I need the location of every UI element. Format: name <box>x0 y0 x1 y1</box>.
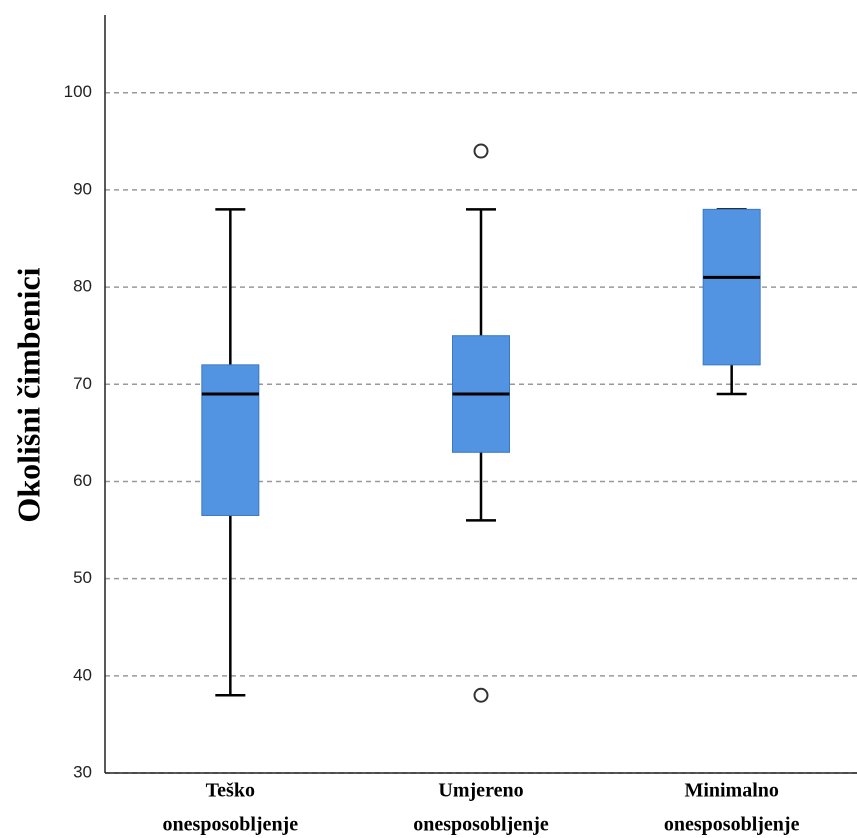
outlier <box>473 143 489 159</box>
y-tick-label: 80 <box>73 277 92 296</box>
y-axis-label: Okolišni čimbenici <box>10 267 46 522</box>
y-tick-label: 40 <box>73 665 92 684</box>
y-tick-label: 90 <box>73 179 92 198</box>
x-tick-label: Teško <box>206 780 255 802</box>
x-tick-label: onesposobljenje <box>163 814 299 836</box>
box <box>201 364 260 516</box>
x-tick-label: Umjereno <box>438 780 523 802</box>
y-tick-label: 70 <box>73 374 92 393</box>
y-tick-label: 60 <box>73 471 92 490</box>
x-tick-label: Minimalno <box>684 780 778 802</box>
y-tick-label: 100 <box>64 82 92 101</box>
y-tick-label: 50 <box>73 568 92 587</box>
outlier <box>473 687 489 703</box>
x-tick-label: onesposobljenje <box>413 814 549 836</box>
x-tick-label: onesposobljenje <box>664 814 800 836</box>
y-tick-label: 30 <box>73 762 92 781</box>
box <box>702 208 761 366</box>
